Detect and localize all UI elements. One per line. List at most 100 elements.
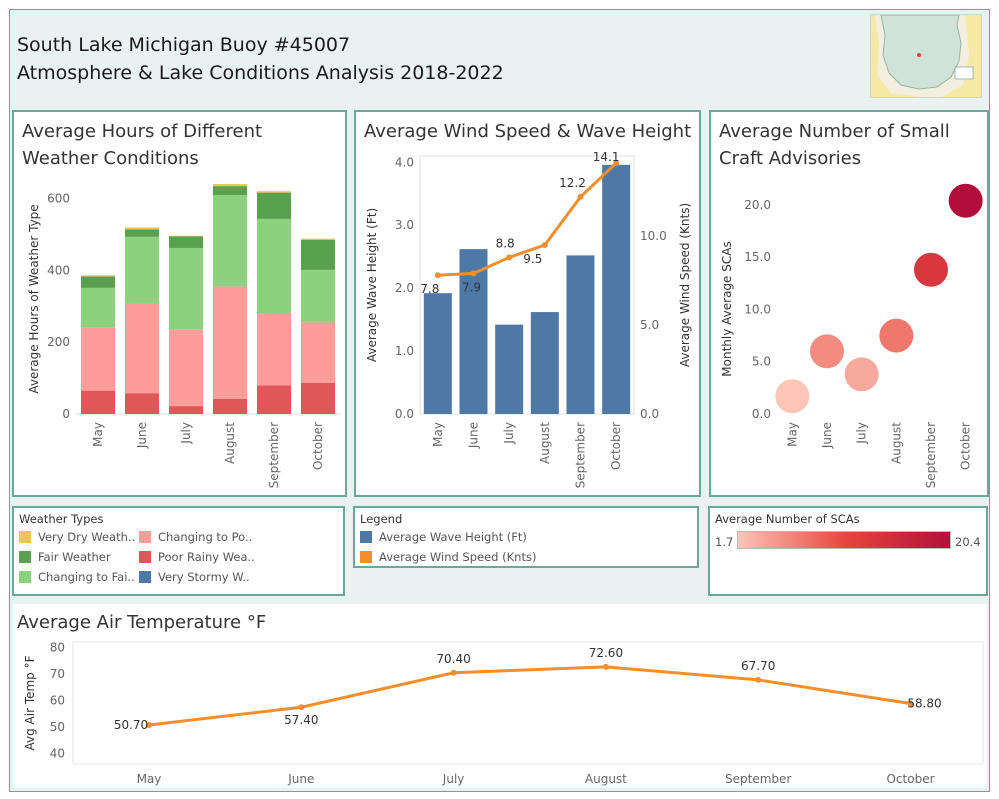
temperature-point (602, 663, 609, 670)
y-axis-title: Average Hours of Weather Type (27, 204, 41, 393)
x-tick-label: September (267, 422, 281, 488)
x-tick-label: July (855, 422, 869, 445)
wind-speed-label: 7.8 (420, 282, 439, 296)
wind-speed-point (470, 270, 477, 277)
temperature-label: 50.70 (114, 718, 148, 732)
y-tick-label: 70 (50, 667, 65, 681)
y-tick-label: 1.0 (395, 344, 414, 358)
y-tick-label: 60 (50, 693, 65, 707)
legend-label: Very Dry Weath.. (38, 530, 136, 544)
temperature-point (298, 704, 305, 711)
temperature-point (907, 700, 914, 707)
y-tick-label: 400 (47, 263, 70, 277)
wind-wave-panel: Average Wind Speed & Wave Height 0.0 1.0 2… (354, 110, 701, 497)
temperature-line-chart: 40 50 60 70 80 Avg Air Temp °F May June July Augu… (23, 640, 984, 786)
sca-bubble-chart: 0.0 5.0 10.0 15.0 20.0 Monthly Average SCAs Ma… (720, 183, 983, 488)
wind-speed-label: 8.8 (496, 236, 515, 250)
y-tick-label: 80 (50, 640, 65, 654)
bar-segment (301, 239, 335, 270)
bar-segment (81, 276, 115, 288)
wave-height-bar (602, 164, 631, 414)
plot-area-border (72, 641, 984, 765)
bar-segment (257, 385, 291, 414)
sca-title-line2: Craft Advisories (719, 148, 862, 169)
wave-height-bar (423, 293, 452, 414)
legend-item-wave-height: Average Wave Height (Ft) (360, 530, 527, 544)
x-tick-label: September (924, 422, 938, 488)
buoy-location-map-image (870, 14, 982, 98)
x-tick-label: June (820, 422, 834, 449)
legend-label: Average Wave Height (Ft) (379, 530, 527, 544)
legend-item-fair-weather: Fair Weather (19, 550, 111, 564)
bar-segment (213, 286, 247, 399)
y-tick-label: 4.0 (395, 155, 414, 169)
temperature-label: 72.60 (589, 646, 623, 660)
bar-segment (257, 191, 291, 193)
y-tick-label: 15.0 (744, 250, 771, 264)
sca-panel: Average Number of Small Craft Advisories… (709, 110, 989, 497)
bar-segment (169, 235, 203, 237)
x-tick-label: June (287, 772, 314, 786)
bar-segment (257, 313, 291, 386)
bar-segment (213, 195, 247, 287)
legend-swatch (139, 551, 151, 563)
y-axis-title: Average Wave Height (Ft) (365, 208, 379, 362)
wind-speed-point (434, 272, 441, 279)
legend-item-very-stormy: Very Stormy W.. (139, 570, 250, 584)
legend-swatch (139, 531, 151, 543)
y2-axis-title: Average Wind Speed (Knts) (678, 203, 692, 367)
temperature-label: 67.70 (741, 659, 775, 673)
weather-panel-title: Average Hours of Different Weather Condi… (22, 118, 262, 172)
x-tick-label: August (889, 422, 903, 464)
wind-speed-point (613, 160, 620, 167)
temperature-line (148, 665, 911, 727)
bar-segment (125, 393, 159, 414)
weather-types-legend: Weather Types Very Dry Weath.. Changing … (12, 506, 345, 596)
wind-legend-title: Legend (360, 512, 403, 526)
x-tick-label: June (135, 422, 149, 449)
legend-swatch (19, 571, 31, 583)
y2-tick-label: 0.0 (640, 407, 659, 421)
y-tick-label: 0.0 (395, 407, 414, 421)
bar-segment (301, 238, 335, 240)
plot-area-border (419, 155, 635, 415)
wind-speed-label: 9.5 (523, 252, 542, 266)
y2-tick-label: 5.0 (640, 318, 659, 332)
bar-segment (81, 275, 115, 277)
x-tick-label: May (431, 422, 445, 447)
x-tick-label: September (574, 422, 588, 488)
sca-bubble (844, 357, 879, 392)
wave-height-bar (530, 312, 559, 414)
wind-speed-point (577, 193, 584, 200)
legend-item-wind-speed: Average Wind Speed (Knts) (360, 550, 536, 564)
bar-segment (81, 287, 115, 328)
dashboard-title-line2: Atmosphere & Lake Conditions Analysis 20… (17, 62, 504, 84)
sca-legend-title: Average Number of SCAs (715, 512, 860, 526)
x-tick-label: August (223, 422, 237, 464)
bar-segment (213, 398, 247, 414)
wave-height-bar (495, 324, 524, 414)
wind-speed-point (541, 241, 548, 248)
wind-speed-label: 14.1 (593, 150, 620, 164)
y-tick-label: 0.0 (752, 407, 771, 421)
legend-item-changing-to-fair: Changing to Fai.. (19, 570, 135, 584)
sca-color-legend: Average Number of SCAs 1.7 20.4 (708, 506, 988, 596)
bar-segment (169, 329, 203, 407)
sca-panel-title: Average Number of Small Craft Advisories (719, 118, 950, 172)
x-tick-label: July (442, 772, 465, 786)
x-tick-label: May (137, 772, 162, 786)
weather-stacked-bar-chart: 0 200 400 600 Average Hours of Weather Type M… (27, 184, 340, 488)
legend-label: Changing to Po.. (158, 530, 253, 544)
wind-speed-line (437, 162, 618, 277)
dashboard-title-line1: South Lake Michigan Buoy #45007 (17, 34, 351, 56)
sca-title-line1: Average Number of Small (719, 121, 950, 142)
x-tick-label: October (959, 422, 973, 470)
legend-swatch (19, 551, 31, 563)
y-tick-label: 40 (50, 746, 65, 760)
temperature-panel-title: Average Air Temperature °F (17, 612, 267, 633)
y2-tick-label: 10.0 (640, 229, 667, 243)
wind-speed-point (506, 254, 513, 261)
legend-swatch (360, 531, 372, 543)
sca-bubble (879, 318, 914, 353)
bar-segment (257, 218, 291, 314)
